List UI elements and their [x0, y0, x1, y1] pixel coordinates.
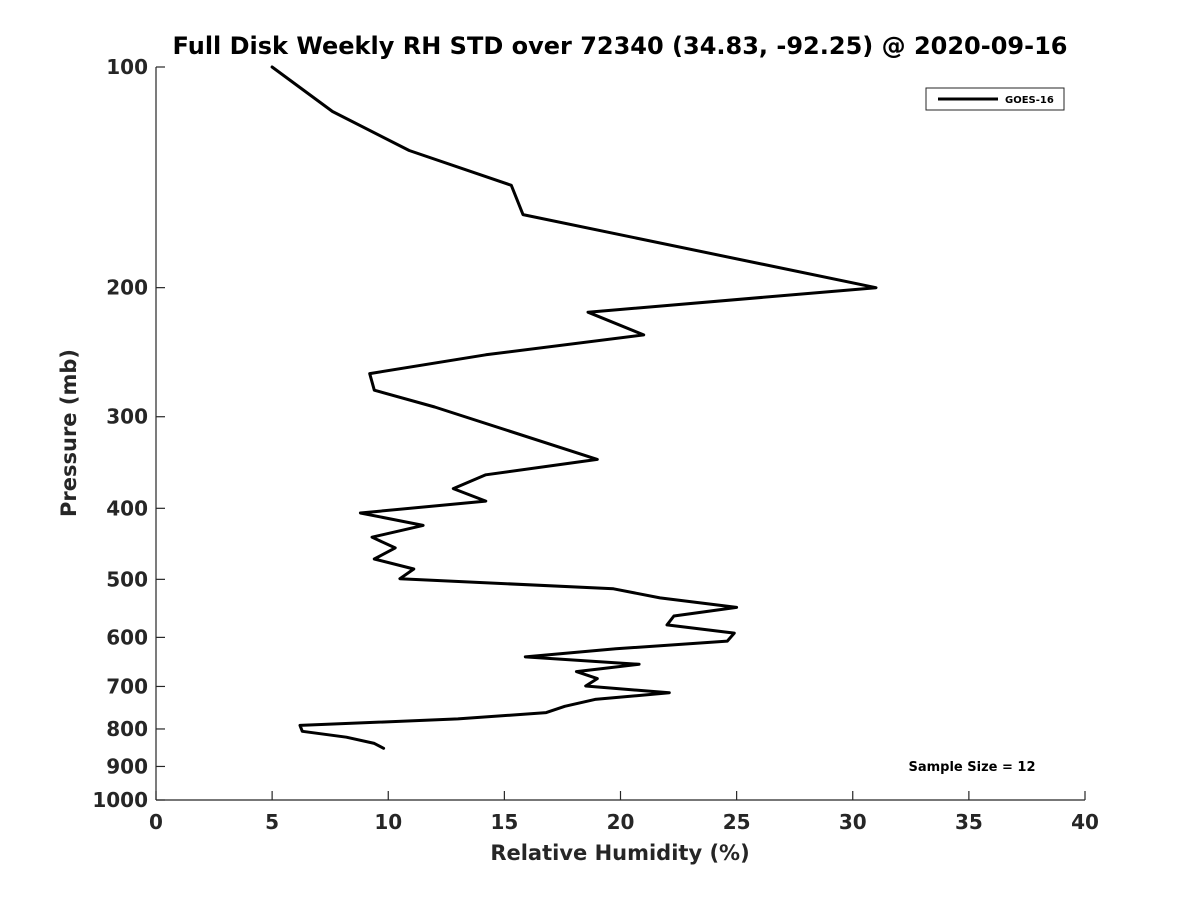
y-tick-label: 800	[106, 717, 148, 741]
x-tick-label: 15	[490, 810, 518, 834]
x-tick-label: 0	[149, 810, 163, 834]
x-tick-label: 40	[1071, 810, 1099, 834]
x-tick-label: 10	[374, 810, 402, 834]
x-tick-label: 20	[607, 810, 635, 834]
y-tick-label: 500	[106, 567, 148, 591]
legend-entry-goes-16: GOES-16	[1005, 95, 1054, 106]
chart-title: Full Disk Weekly RH STD over 72340 (34.8…	[173, 32, 1068, 60]
y-tick-label: 600	[106, 625, 148, 649]
y-tick-label: 100	[106, 55, 148, 79]
plot-area	[270, 65, 878, 750]
x-tick-label: 5	[265, 810, 279, 834]
series-line-goes-16	[270, 65, 878, 750]
y-tick-label: 400	[106, 496, 148, 520]
y-tick-label: 700	[106, 674, 148, 698]
y-tick-label: 200	[106, 276, 148, 300]
y-tick-label: 300	[106, 405, 148, 429]
x-axis-label: Relative Humidity (%)	[490, 841, 749, 865]
sample-size-annotation: Sample Size = 12	[908, 760, 1035, 775]
y-tick-label: 1000	[92, 788, 148, 812]
axes: 0 5 10 15 20 25 30 35 40 100 200 300 400 500 600 700 800…	[92, 55, 1099, 834]
x-tick-label: 30	[839, 810, 867, 834]
x-tick-label: 25	[723, 810, 751, 834]
y-axis-label: Pressure (mb)	[57, 349, 81, 517]
x-tick-label: 35	[955, 810, 983, 834]
legend: GOES-16	[925, 87, 1065, 111]
y-tick-label: 900	[106, 754, 148, 778]
